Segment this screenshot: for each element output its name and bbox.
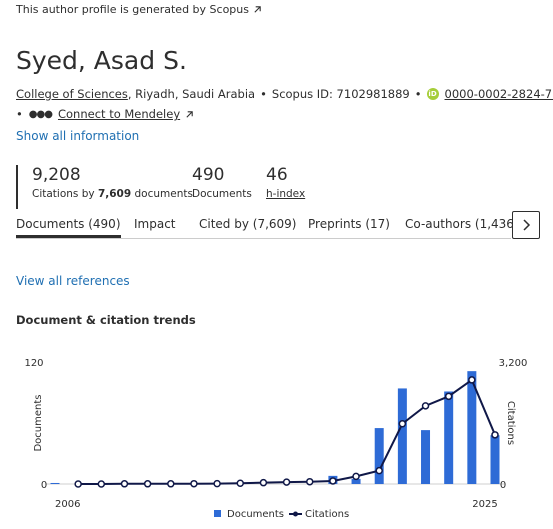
- citations-point: [398, 420, 407, 428]
- mendeley-icon: ●●●: [28, 108, 53, 120]
- author-name: Syed, Asad S.: [16, 46, 187, 75]
- chevron-right-icon: [523, 219, 531, 231]
- documents-count: 490: [192, 165, 225, 185]
- orcid-icon: iD: [426, 88, 439, 100]
- profile-generated-text: This author profile is generated by Scop…: [16, 3, 249, 16]
- institution-link[interactable]: College of Sciences: [16, 87, 128, 101]
- legend-citations-marker: [293, 511, 298, 517]
- legend-citations-label: Citations: [305, 509, 349, 520]
- citations-point: [74, 480, 82, 488]
- documents-bar: [374, 428, 384, 484]
- citations-point: [282, 478, 291, 486]
- citations-point: [444, 392, 453, 401]
- connect-mendeley-link[interactable]: Connect to Mendeley: [57, 107, 181, 121]
- profile-generated-note[interactable]: This author profile is generated by Scop…: [16, 3, 262, 16]
- documents-bar: [467, 371, 477, 484]
- hindex-metric[interactable]: 46 h-index: [266, 165, 305, 200]
- documents-bar: [50, 482, 60, 484]
- citations-point: [491, 431, 499, 439]
- x-axis-start-label: 2006: [55, 499, 80, 510]
- external-link-icon: [186, 110, 193, 118]
- right-axis-tick-max: 3,200: [499, 358, 528, 369]
- documents-bar: [444, 391, 454, 484]
- documents-bar: [397, 388, 407, 484]
- hindex-label: h-index: [266, 188, 306, 200]
- citations-point: [468, 376, 476, 384]
- mendeley-row: • ●●● Connect to Mendeley: [16, 107, 194, 121]
- legend-documents-swatch: [214, 510, 221, 517]
- citations-label: Citations by 7,609 documents: [32, 188, 193, 200]
- left-axis-tick-zero: 0: [41, 480, 47, 491]
- show-all-information-link[interactable]: Show all information: [16, 129, 140, 143]
- x-axis-end-label: 2025: [472, 499, 497, 510]
- metrics-panel: 9,208 Citations by 7,609 documents 490 D…: [16, 165, 305, 209]
- citations-point: [259, 478, 268, 487]
- citations-point: [375, 466, 383, 475]
- citations-point: [236, 479, 245, 487]
- trend-chart: 120 0 3,200 0 Documents Citations 2006 2025 Docu…: [24, 358, 528, 520]
- separator-dot: •: [414, 87, 422, 101]
- documents-bar: [490, 435, 500, 484]
- right-axis-tick-zero: 0: [500, 480, 506, 491]
- chart-title: Document & citation trends: [16, 313, 196, 327]
- citations-point: [305, 477, 314, 486]
- orcid-link[interactable]: 0000-0002-2824-7721: [444, 87, 553, 101]
- documents-bar: [421, 430, 431, 484]
- citations-point: [120, 480, 129, 488]
- scopus-id: Scopus ID: 7102981889: [271, 87, 410, 101]
- documents-bar: [351, 478, 361, 484]
- affiliation-row: College of Sciences , Riyadh, Saudi Arab…: [16, 87, 553, 101]
- view-all-references-link[interactable]: View all references: [16, 274, 130, 288]
- citations-point: [329, 477, 337, 485]
- tab-documents[interactable]: Documents (490): [16, 217, 121, 238]
- tab-co-authors[interactable]: Co-authors (1,436): [405, 217, 519, 231]
- citations-point: [97, 480, 106, 488]
- citations-point: [190, 479, 198, 488]
- documents-label: Documents: [192, 188, 252, 200]
- tab-preprints[interactable]: Preprints (17): [308, 217, 390, 231]
- separator-dot: •: [16, 107, 23, 121]
- hindex-value: 46: [266, 165, 288, 185]
- institution-location: , Riyadh, Saudi Arabia: [127, 87, 256, 101]
- citations-count: 9,208: [32, 165, 81, 185]
- tab-impact[interactable]: Impact: [134, 217, 176, 231]
- left-axis-tick-max: 120: [24, 358, 43, 369]
- citations-point: [213, 479, 221, 488]
- citations-point: [421, 402, 430, 410]
- left-axis-label: Documents: [33, 394, 44, 451]
- right-axis-label: Citations: [505, 401, 516, 445]
- citations-metric[interactable]: 9,208 Citations by 7,609 documents: [32, 165, 193, 200]
- citations-line: [78, 378, 496, 485]
- citations-point: [352, 472, 360, 481]
- tabs-next-button[interactable]: [512, 211, 540, 239]
- citations-point: [167, 480, 175, 488]
- profile-tabs: Documents (490) Impact Cited by (7,609) …: [16, 210, 519, 239]
- citations-point: [143, 480, 152, 488]
- tab-cited-by[interactable]: Cited by (7,609): [199, 217, 297, 231]
- separator-dot: •: [260, 87, 267, 101]
- legend-documents-label: Documents: [227, 509, 284, 520]
- documents-metric[interactable]: 490 Documents: [192, 165, 252, 200]
- external-link-icon: [254, 6, 261, 13]
